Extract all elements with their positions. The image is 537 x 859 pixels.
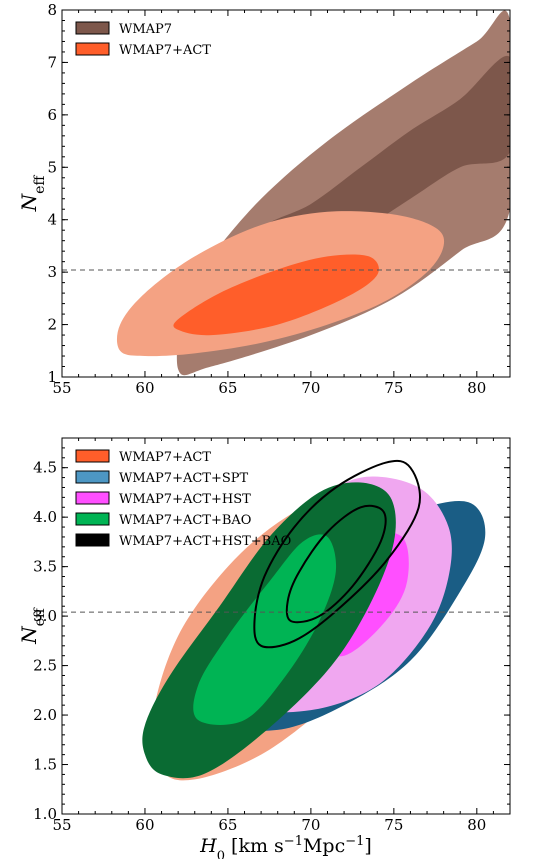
legend-swatch	[75, 470, 110, 484]
panel-top: 55 60 65 70 75 80 1 2 3 4 5 6 7 8 Neff WMAP7 WMAP7+ACT	[17, 1, 511, 397]
x-tick-label: 75	[384, 379, 403, 397]
y-tick-label: 6	[47, 106, 57, 124]
x-tick-label: 60	[135, 379, 154, 397]
y-tick-label: 4.0	[33, 508, 57, 526]
y-tick-label: 1	[47, 368, 57, 386]
x-tick-label: 80	[467, 379, 486, 397]
axes-frame	[61, 9, 511, 378]
y-axis-label: Neff	[17, 607, 48, 645]
legend: WMAP7 WMAP7+ACT	[75, 21, 211, 58]
x-tick-label: 80	[467, 816, 486, 834]
x-tick-label: 70	[301, 379, 320, 397]
y-tick-label: 5	[47, 158, 57, 176]
legend-entry: WMAP7	[119, 22, 172, 37]
panel-bottom: 55 60 65 70 75 80 1.0 1.5 2.0 2.5 3.0 3.5 4.0 4.5 Neff…	[17, 437, 511, 859]
y-tick-label: 8	[47, 1, 57, 19]
x-tick-label: 70	[301, 816, 320, 834]
y-tick-label: 7	[47, 53, 57, 71]
y-tick-label: 2.0	[33, 706, 57, 724]
y-tick-label: 1.5	[33, 756, 57, 774]
plot-area	[62, 10, 510, 376]
legend: WMAP7+ACT WMAP7+ACT+SPT WMAP7+ACT+HST WMAP7…	[75, 449, 291, 549]
x-tick-label: 60	[135, 816, 154, 834]
legend-swatch	[75, 42, 110, 56]
legend-entry: WMAP7+ACT+HST	[119, 492, 251, 507]
legend-swatch	[75, 491, 110, 505]
y-tick-label: 2	[47, 316, 57, 334]
legend-entry: WMAP7+ACT	[119, 450, 211, 465]
legend-swatch	[75, 449, 110, 463]
x-tick-label: 55	[52, 816, 71, 834]
y-axis-label: Neff	[17, 175, 48, 213]
x-axis-label: H0 [km s−1Mpc−1]	[199, 834, 372, 859]
y-tick-label: 4	[47, 211, 57, 229]
y-tick-label: 4.5	[33, 459, 57, 477]
y-tick-label: 1.0	[33, 805, 57, 823]
legend-entry: WMAP7+ACT	[119, 43, 211, 58]
contour-wmap7-act-inner	[173, 254, 379, 336]
contour-wmap7-act-hst-bao-inner	[285, 504, 387, 624]
y-tick-label: 2.5	[33, 657, 57, 675]
legend-entry: WMAP7+ACT+BAO	[119, 513, 251, 528]
legend-entry: WMAP7+ACT+HST+BAO	[119, 534, 291, 549]
contour-wmap7-act-bao-inner	[193, 534, 337, 725]
legend-swatch	[75, 21, 110, 35]
contour-wmap7-inner	[261, 55, 510, 262]
contour-wmap7-act-hst-bao-outer	[253, 459, 421, 649]
x-tick-label: 65	[218, 816, 237, 834]
y-tick-label: 3	[47, 263, 57, 281]
y-tick-label: 3.5	[33, 558, 57, 576]
x-tick-label: 75	[384, 816, 403, 834]
y-tick-label: 3.0	[33, 607, 57, 625]
x-tick-label: 65	[218, 379, 237, 397]
legend-swatch	[75, 512, 110, 526]
legend-swatch	[75, 533, 110, 547]
x-tick-label: 55	[52, 379, 71, 397]
legend-entry: WMAP7+ACT+SPT	[119, 471, 249, 486]
plot-area	[62, 459, 510, 781]
